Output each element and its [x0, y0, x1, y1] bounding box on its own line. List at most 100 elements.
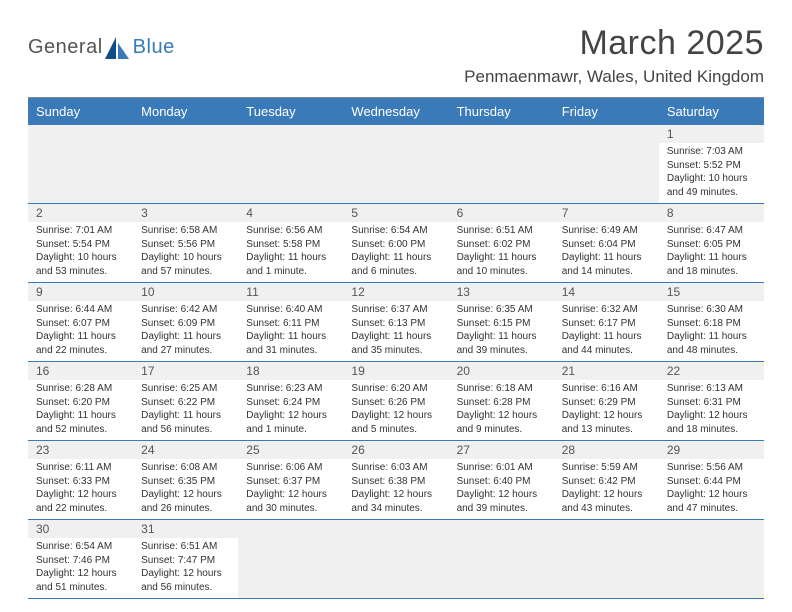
- title-block: March 2025 Penmaenmawr, Wales, United Ki…: [464, 24, 764, 87]
- day-number: 31: [133, 520, 238, 538]
- sunrise-line: Sunrise: 6:06 AM: [246, 461, 337, 475]
- daylight-line: Daylight: 12 hours and 43 minutes.: [562, 488, 653, 515]
- day-cell: 11Sunrise: 6:40 AMSunset: 6:11 PMDayligh…: [238, 283, 343, 361]
- daylight-line: Daylight: 11 hours and 18 minutes.: [667, 251, 758, 278]
- sunrise-line: Sunrise: 6:28 AM: [36, 382, 127, 396]
- sunset-line: Sunset: 6:20 PM: [36, 396, 127, 410]
- sunrise-line: Sunrise: 5:59 AM: [562, 461, 653, 475]
- day-number: 2: [28, 204, 133, 222]
- sunrise-line: Sunrise: 6:35 AM: [457, 303, 548, 317]
- weekday-thu: Thursday: [449, 98, 554, 125]
- sunset-line: Sunset: 6:44 PM: [667, 475, 758, 489]
- weekday-sun: Sunday: [28, 98, 133, 125]
- daylight-line: Daylight: 12 hours and 34 minutes.: [351, 488, 442, 515]
- sunset-line: Sunset: 6:28 PM: [457, 396, 548, 410]
- week-row: 23Sunrise: 6:11 AMSunset: 6:33 PMDayligh…: [28, 441, 764, 520]
- day-cell: 1Sunrise: 7:03 AMSunset: 5:52 PMDaylight…: [659, 125, 764, 203]
- sunset-line: Sunset: 6:17 PM: [562, 317, 653, 331]
- day-cell: 15Sunrise: 6:30 AMSunset: 6:18 PMDayligh…: [659, 283, 764, 361]
- sunrise-line: Sunrise: 7:03 AM: [667, 145, 758, 159]
- daylight-line: Daylight: 11 hours and 48 minutes.: [667, 330, 758, 357]
- sunset-line: Sunset: 5:54 PM: [36, 238, 127, 252]
- weekday-mon: Monday: [133, 98, 238, 125]
- day-number: 25: [238, 441, 343, 459]
- day-cell: 4Sunrise: 6:56 AMSunset: 5:58 PMDaylight…: [238, 204, 343, 282]
- day-cell: 30Sunrise: 6:54 AMSunset: 7:46 PMDayligh…: [28, 520, 133, 598]
- day-number: 11: [238, 283, 343, 301]
- daylight-line: Daylight: 12 hours and 18 minutes.: [667, 409, 758, 436]
- day-cell: 20Sunrise: 6:18 AMSunset: 6:28 PMDayligh…: [449, 362, 554, 440]
- day-number: 23: [28, 441, 133, 459]
- day-cell: 12Sunrise: 6:37 AMSunset: 6:13 PMDayligh…: [343, 283, 448, 361]
- day-cell: 13Sunrise: 6:35 AMSunset: 6:15 PMDayligh…: [449, 283, 554, 361]
- day-number: 8: [659, 204, 764, 222]
- weekday-tue: Tuesday: [238, 98, 343, 125]
- day-number: 16: [28, 362, 133, 380]
- weeks-container: 1Sunrise: 7:03 AMSunset: 5:52 PMDaylight…: [28, 125, 764, 599]
- month-title: March 2025: [464, 24, 764, 63]
- sunrise-line: Sunrise: 6:44 AM: [36, 303, 127, 317]
- day-number: 20: [449, 362, 554, 380]
- day-cell: 10Sunrise: 6:42 AMSunset: 6:09 PMDayligh…: [133, 283, 238, 361]
- sunrise-line: Sunrise: 6:32 AM: [562, 303, 653, 317]
- sunrise-line: Sunrise: 5:56 AM: [667, 461, 758, 475]
- sunrise-line: Sunrise: 7:01 AM: [36, 224, 127, 238]
- sunset-line: Sunset: 6:22 PM: [141, 396, 232, 410]
- sunrise-line: Sunrise: 6:30 AM: [667, 303, 758, 317]
- sunset-line: Sunset: 7:47 PM: [141, 554, 232, 568]
- sunrise-line: Sunrise: 6:01 AM: [457, 461, 548, 475]
- sunrise-line: Sunrise: 6:54 AM: [351, 224, 442, 238]
- day-cell: 6Sunrise: 6:51 AMSunset: 6:02 PMDaylight…: [449, 204, 554, 282]
- day-cell: 29Sunrise: 5:56 AMSunset: 6:44 PMDayligh…: [659, 441, 764, 519]
- sunrise-line: Sunrise: 6:49 AM: [562, 224, 653, 238]
- day-cell: 19Sunrise: 6:20 AMSunset: 6:26 PMDayligh…: [343, 362, 448, 440]
- daylight-line: Daylight: 12 hours and 26 minutes.: [141, 488, 232, 515]
- sunrise-line: Sunrise: 6:51 AM: [141, 540, 232, 554]
- day-cell: 27Sunrise: 6:01 AMSunset: 6:40 PMDayligh…: [449, 441, 554, 519]
- sunset-line: Sunset: 5:58 PM: [246, 238, 337, 252]
- daylight-line: Daylight: 12 hours and 39 minutes.: [457, 488, 548, 515]
- sunset-line: Sunset: 5:52 PM: [667, 159, 758, 173]
- sunrise-line: Sunrise: 6:40 AM: [246, 303, 337, 317]
- day-cell-empty: [554, 520, 659, 598]
- day-cell-empty: [133, 125, 238, 203]
- sunrise-line: Sunrise: 6:20 AM: [351, 382, 442, 396]
- sunset-line: Sunset: 6:13 PM: [351, 317, 442, 331]
- sunrise-line: Sunrise: 6:37 AM: [351, 303, 442, 317]
- day-cell: 16Sunrise: 6:28 AMSunset: 6:20 PMDayligh…: [28, 362, 133, 440]
- daylight-line: Daylight: 11 hours and 1 minute.: [246, 251, 337, 278]
- daylight-line: Daylight: 11 hours and 14 minutes.: [562, 251, 653, 278]
- sunset-line: Sunset: 6:00 PM: [351, 238, 442, 252]
- day-cell: 14Sunrise: 6:32 AMSunset: 6:17 PMDayligh…: [554, 283, 659, 361]
- day-number: 5: [343, 204, 448, 222]
- day-number: 12: [343, 283, 448, 301]
- daylight-line: Daylight: 12 hours and 5 minutes.: [351, 409, 442, 436]
- day-number: 19: [343, 362, 448, 380]
- sunset-line: Sunset: 6:40 PM: [457, 475, 548, 489]
- week-row: 2 Sunrise: 7:01 AMSunset: 5:54 PM Daylight…: [28, 204, 764, 283]
- location: Penmaenmawr, Wales, United Kingdom: [464, 67, 764, 87]
- daylight-line: Daylight: 12 hours and 1 minute.: [246, 409, 337, 436]
- day-number: 18: [238, 362, 343, 380]
- sunset-line: Sunset: 5:56 PM: [141, 238, 232, 252]
- sunset-line: Sunset: 6:24 PM: [246, 396, 337, 410]
- header: General Blue March 2025 Penmaenmawr, Wal…: [28, 24, 764, 87]
- day-number: 24: [133, 441, 238, 459]
- logo-sail-icon: [105, 37, 131, 59]
- day-cell: 2Sunrise: 7:01 AMSunset: 5:54 PMDaylight…: [28, 204, 133, 282]
- day-cell: 8Sunrise: 6:47 AMSunset: 6:05 PMDaylight…: [659, 204, 764, 282]
- sunset-line: Sunset: 6:42 PM: [562, 475, 653, 489]
- sunrise-line: Sunrise: 6:18 AM: [457, 382, 548, 396]
- day-number: 29: [659, 441, 764, 459]
- sunset-line: Sunset: 6:29 PM: [562, 396, 653, 410]
- sunset-line: Sunset: 6:31 PM: [667, 396, 758, 410]
- sunrise-line: Sunrise: 6:23 AM: [246, 382, 337, 396]
- sunrise-line: Sunrise: 6:08 AM: [141, 461, 232, 475]
- daylight-line: Daylight: 11 hours and 10 minutes.: [457, 251, 548, 278]
- day-cell-empty: [343, 125, 448, 203]
- week-row: 30Sunrise: 6:54 AMSunset: 7:46 PMDayligh…: [28, 520, 764, 599]
- sunset-line: Sunset: 6:02 PM: [457, 238, 548, 252]
- day-number: 30: [28, 520, 133, 538]
- sunrise-line: Sunrise: 6:11 AM: [36, 461, 127, 475]
- sunset-line: Sunset: 6:37 PM: [246, 475, 337, 489]
